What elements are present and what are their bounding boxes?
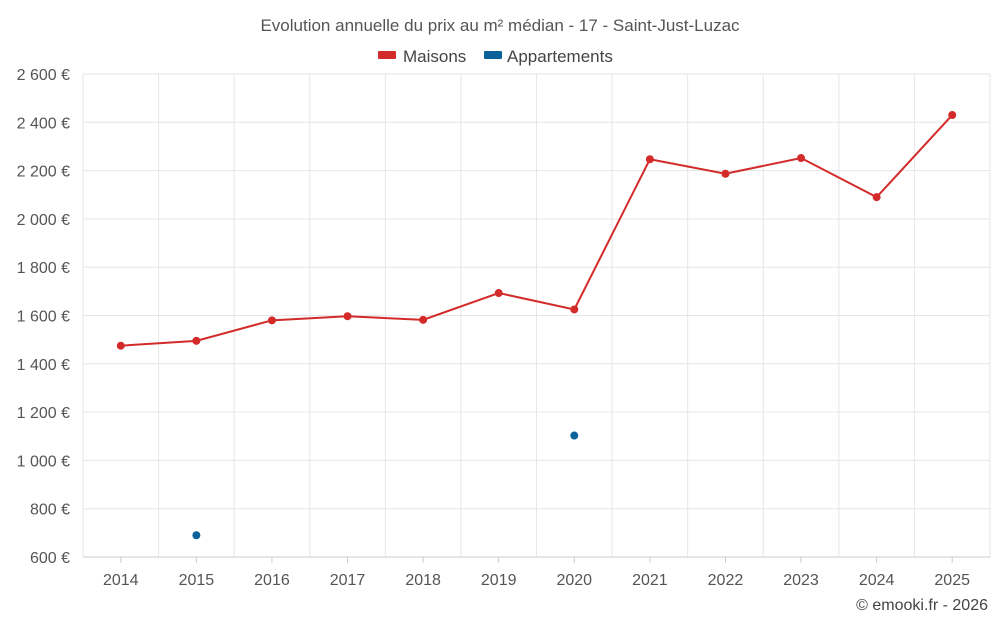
x-tick-label: 2019 <box>481 572 517 589</box>
x-tick-label: 2015 <box>179 572 215 589</box>
x-tick-label: 2025 <box>934 572 970 589</box>
y-tick-label: 2 600 € <box>17 67 70 84</box>
x-tick-label: 2023 <box>783 572 819 589</box>
x-tick-label: 2016 <box>254 572 290 589</box>
legend-item-maisons[interactable]: Maisons <box>378 47 466 66</box>
y-tick-label: 1 000 € <box>17 453 70 470</box>
data-point[interactable] <box>192 336 201 345</box>
x-tick-label: 2021 <box>632 572 668 589</box>
data-point[interactable] <box>721 169 730 178</box>
x-tick-label: 2022 <box>708 572 744 589</box>
data-point[interactable] <box>872 193 881 202</box>
legend-item-appartements[interactable]: Appartements <box>484 47 613 66</box>
x-tick-label: 2024 <box>859 572 895 589</box>
legend-swatch <box>484 51 502 59</box>
series-line <box>120 114 953 347</box>
series-appartements <box>192 431 579 540</box>
data-point[interactable] <box>343 312 352 321</box>
data-point[interactable] <box>267 316 276 325</box>
data-point[interactable] <box>192 531 201 540</box>
legend: Maisons Appartements <box>378 47 613 66</box>
chart-title: Evolution annuelle du prix au m² médian … <box>260 16 740 35</box>
x-tick-label: 2018 <box>405 572 441 589</box>
data-point[interactable] <box>570 305 579 314</box>
y-tick-label: 2 200 € <box>17 164 70 181</box>
data-point[interactable] <box>494 289 503 298</box>
data-point[interactable] <box>419 315 428 324</box>
grid <box>82 73 991 558</box>
y-tick-label: 2 400 € <box>17 115 70 132</box>
x-axis: 2014 2015 2016 2017 2018 2019 2020 2021 2022 2023… <box>103 557 970 589</box>
y-tick-label: 1 800 € <box>17 260 70 277</box>
y-tick-label: 800 € <box>30 502 70 519</box>
y-tick-label: 1 400 € <box>17 357 70 374</box>
legend-label: Appartements <box>507 47 613 66</box>
x-tick-label: 2014 <box>103 572 139 589</box>
series-maisons <box>116 111 957 350</box>
x-tick-label: 2017 <box>330 572 366 589</box>
y-tick-label: 1 200 € <box>17 405 70 422</box>
credit-text: © emooki.fr - 2026 <box>856 597 988 614</box>
data-point[interactable] <box>570 431 579 440</box>
y-tick-label: 1 600 € <box>17 309 70 326</box>
data-point[interactable] <box>797 154 806 163</box>
legend-swatch <box>378 51 396 59</box>
y-tick-label: 2 000 € <box>17 212 70 229</box>
data-point[interactable] <box>645 155 654 164</box>
data-point[interactable] <box>948 111 957 120</box>
series <box>116 111 957 540</box>
legend-label: Maisons <box>403 47 466 66</box>
y-tick-label: 600 € <box>30 550 70 567</box>
data-point[interactable] <box>116 341 125 350</box>
y-axis: 600 € 800 € 1 000 € 1 200 € 1 400 € 1 600 € 1 … <box>17 67 70 567</box>
x-tick-label: 2020 <box>556 572 592 589</box>
